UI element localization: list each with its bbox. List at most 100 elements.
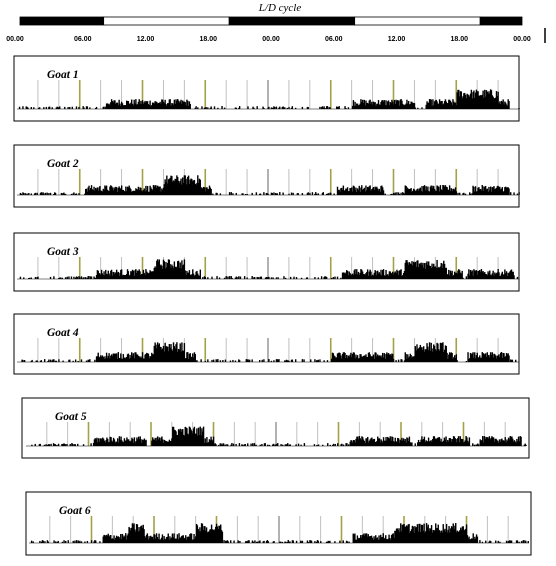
activity-bar (110, 437, 112, 446)
activity-bar (503, 274, 505, 279)
activity-bar (366, 102, 368, 109)
activity-bar (263, 443, 266, 446)
activity-bar (476, 91, 478, 109)
activity-bar (172, 104, 175, 109)
activity-bar (370, 535, 373, 543)
activity-bar (290, 359, 293, 362)
activity-bar (506, 439, 508, 446)
activity-bar (111, 356, 114, 362)
activity-bar (119, 187, 121, 195)
activity-bar (177, 429, 180, 446)
activity-bar (211, 439, 213, 446)
activity-bar (170, 105, 172, 109)
activity-bar (213, 530, 215, 543)
activity-bar (373, 102, 376, 109)
activity-bar (465, 436, 467, 446)
activity-bar (84, 541, 86, 543)
activity-bar (120, 358, 123, 362)
activity-bar (373, 438, 376, 446)
activity-bar (402, 275, 404, 279)
activity-bar (429, 441, 431, 446)
activity-bar (217, 444, 220, 446)
activity-bar (385, 269, 387, 279)
activity-bar (111, 187, 114, 195)
activity-bar (414, 346, 417, 362)
activity-bar (375, 271, 377, 279)
activity-bar (138, 190, 140, 195)
activity-bar (428, 441, 431, 446)
activity-bar (111, 440, 113, 446)
activity-bar (168, 539, 170, 543)
activity-bar (494, 272, 496, 279)
activity-bar (515, 359, 517, 362)
activity-bar (166, 103, 169, 109)
activity-bar (232, 443, 235, 446)
activity-bar (404, 352, 406, 362)
activity-bar (315, 541, 318, 543)
activity-bar (140, 187, 142, 195)
activity-bar (130, 271, 132, 279)
activity-bar (428, 530, 430, 543)
activity-bar (141, 191, 144, 195)
activity-bar (84, 277, 87, 279)
activity-bar (366, 271, 368, 279)
activity-bar (195, 106, 197, 109)
activity-bar (334, 443, 336, 446)
activity-bar (354, 358, 356, 362)
activity-bar (369, 99, 371, 109)
activity-bar (402, 440, 404, 446)
activity-bar (121, 440, 123, 446)
activity-bar (363, 355, 365, 362)
activity-bar (446, 187, 448, 195)
activity-bar (182, 101, 185, 109)
activity-bar (135, 99, 137, 109)
activity-bar (297, 193, 299, 195)
activity-bar (234, 277, 237, 279)
activity-bar (148, 536, 150, 543)
activity-bar (406, 99, 408, 109)
activity-bar (454, 525, 456, 543)
activity-bar (364, 274, 366, 279)
activity-bar (427, 102, 429, 109)
activity-bar (500, 100, 503, 109)
activity-bar (418, 188, 421, 195)
activity-bar (422, 350, 424, 362)
activity-bar (170, 175, 172, 195)
activity-bar (55, 107, 58, 109)
activity-bar (471, 193, 473, 195)
activity-bar (477, 357, 479, 362)
activity-bar (324, 107, 326, 109)
activity-bar (326, 541, 329, 543)
activity-bar (106, 437, 108, 446)
activity-bar (176, 100, 178, 109)
activity-bar (350, 274, 352, 279)
activity-bar (335, 357, 337, 362)
activity-bar (367, 352, 370, 362)
activity-bar (221, 443, 223, 446)
activity-bar (123, 535, 125, 543)
activity-bar (56, 106, 58, 109)
activity-bar (301, 540, 304, 543)
activity-bar (97, 442, 99, 446)
activity-bar (82, 106, 84, 109)
activity-bar (353, 105, 355, 109)
activity-bar (442, 524, 444, 543)
activity-bar (145, 439, 147, 446)
activity-bar (500, 352, 503, 362)
activity-bar (204, 526, 206, 543)
activity-bar (62, 360, 64, 362)
activity-bar (120, 105, 122, 109)
activity-bar (140, 439, 142, 446)
activity-bar (245, 541, 247, 543)
activity-bar (51, 360, 53, 362)
activity-bar (445, 267, 447, 279)
activity-bar (470, 271, 473, 279)
activity-bar (187, 358, 190, 362)
activity-bar (147, 191, 150, 195)
activity-bar (56, 541, 59, 543)
activity-bar (389, 538, 391, 543)
activity-bar (523, 444, 526, 446)
activity-bar (51, 107, 53, 109)
activity-bar (361, 185, 363, 195)
activity-bar (155, 185, 157, 195)
